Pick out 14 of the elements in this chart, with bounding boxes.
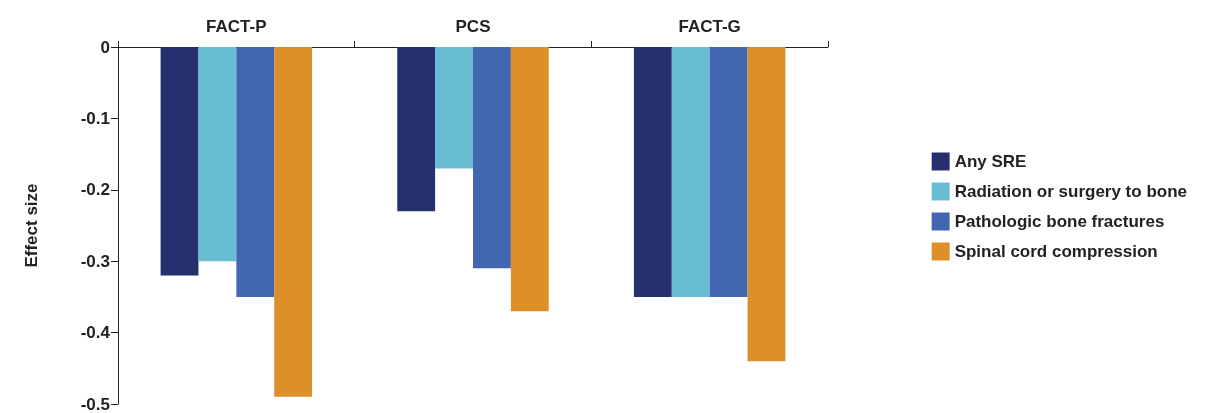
y-tick-label: -0.4 <box>80 323 111 343</box>
y-tick-label: 0 <box>100 37 110 57</box>
x-tick-label: FACT-G <box>678 17 741 36</box>
x-tick-label: PCS <box>455 17 491 36</box>
legend-label: Pathologic bone fractures <box>954 212 1165 231</box>
legend-label: Any SRE <box>954 152 1027 171</box>
legend-label: Radiation or surgery to bone <box>954 182 1187 201</box>
x-tick-label: FACT-P <box>206 17 267 36</box>
y-tick-label: -0.5 <box>80 394 110 413</box>
y-axis-title: Effect size <box>22 183 41 268</box>
y-tick-label: -0.3 <box>80 251 110 271</box>
legend-label: Spinal cord compression <box>954 242 1158 261</box>
y-tick-label: -0.1 <box>80 108 110 128</box>
y-tick-label: -0.2 <box>80 180 110 200</box>
